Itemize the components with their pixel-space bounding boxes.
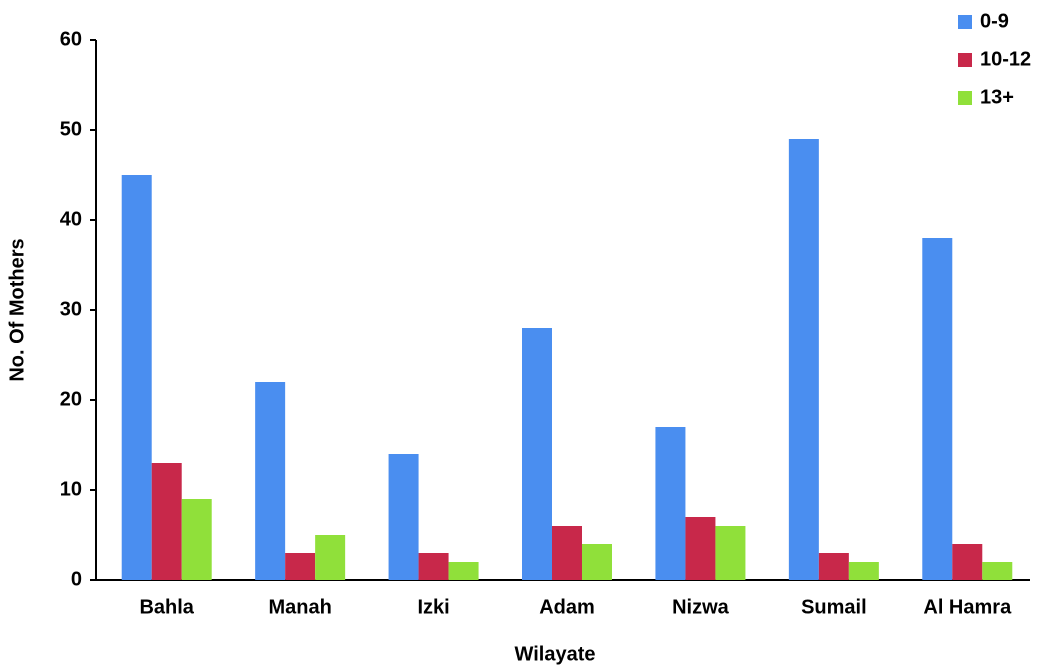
bar — [448, 562, 479, 580]
bar — [685, 517, 716, 580]
bar — [315, 535, 346, 580]
bar — [715, 526, 746, 580]
y-tick-label: 20 — [60, 388, 82, 410]
bar — [818, 553, 849, 580]
x-tick-label: Bahla — [139, 596, 194, 618]
y-tick-label: 10 — [60, 478, 82, 500]
x-tick-label: Sumail — [801, 596, 867, 618]
legend-swatch — [958, 53, 972, 67]
y-tick-label: 40 — [60, 208, 82, 230]
y-axis-title: No. Of Mothers — [6, 238, 28, 381]
bar — [848, 562, 879, 580]
bar — [418, 553, 449, 580]
legend-label: 0-9 — [980, 10, 1009, 32]
bar — [522, 328, 552, 580]
x-tick-label: Manah — [268, 596, 331, 618]
x-tick-label: Al Hamra — [923, 596, 1012, 618]
bar — [121, 175, 152, 580]
bar — [151, 463, 182, 580]
bar — [181, 499, 212, 580]
bar — [552, 526, 582, 580]
bar — [388, 454, 419, 580]
bar — [655, 427, 686, 580]
bar — [255, 382, 286, 580]
y-tick-label: 30 — [60, 298, 82, 320]
y-tick-label: 60 — [60, 28, 82, 50]
x-axis-title: Wilayate — [515, 643, 596, 665]
x-tick-label: Nizwa — [672, 596, 730, 618]
bar — [285, 553, 316, 580]
legend-label: 10-12 — [980, 48, 1031, 70]
bar — [788, 139, 819, 580]
bar — [922, 238, 953, 580]
legend-swatch — [958, 91, 972, 105]
bar — [982, 562, 1013, 580]
y-tick-label: 50 — [60, 118, 82, 140]
y-tick-label: 0 — [71, 568, 82, 590]
bar — [582, 544, 612, 580]
x-tick-label: Izki — [417, 596, 449, 618]
bar — [952, 544, 983, 580]
x-tick-label: Adam — [539, 596, 595, 618]
legend-swatch — [958, 15, 972, 29]
legend-label: 13+ — [980, 86, 1014, 108]
